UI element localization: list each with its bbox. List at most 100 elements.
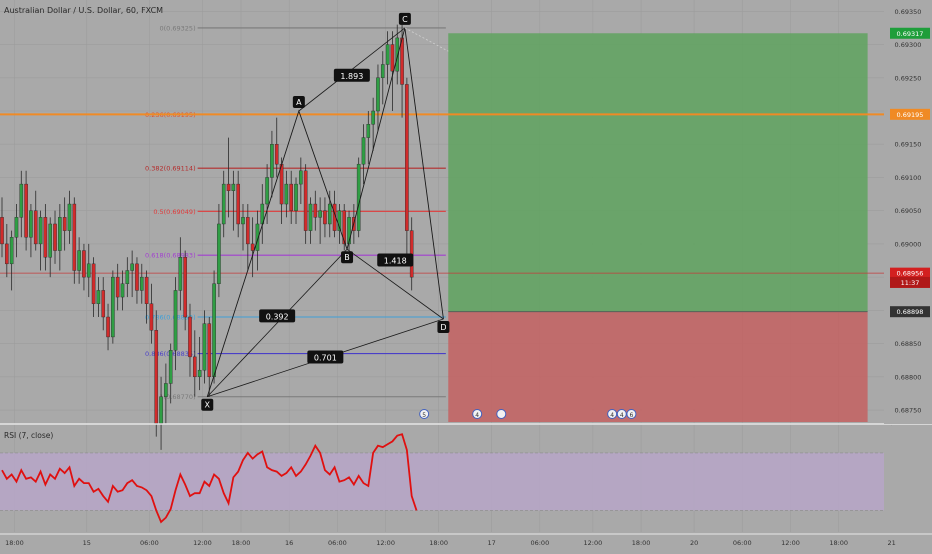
ratio-label: 1.893 <box>340 72 363 81</box>
candle-body <box>241 217 245 225</box>
candle-body <box>82 250 86 278</box>
candle-body <box>212 283 216 378</box>
time-axis[interactable]: 18:00 15 06:00 12:00 18:00 16 06:00 12:00 18:00 1… <box>0 533 932 550</box>
candle-body <box>48 223 52 258</box>
rsi-line <box>1 433 418 524</box>
candle-body <box>279 163 284 205</box>
price-tick-label: 0.68800 <box>895 373 922 381</box>
candle-body <box>5 243 9 265</box>
price-badge-label: 0.68956 <box>897 270 924 278</box>
time-tick-label: 18:00 <box>632 539 651 547</box>
candle-body <box>236 183 240 225</box>
horizontal-levels[interactable] <box>0 113 884 274</box>
symbol-title[interactable]: Australian Dollar / U.S. Dollar, 60, FXC… <box>4 6 163 15</box>
candle-body <box>125 270 130 284</box>
time-tick-label: 12:00 <box>583 539 602 547</box>
candle-body <box>9 237 14 265</box>
candle-body <box>53 223 57 251</box>
candle-body <box>149 303 154 331</box>
projection-dash <box>404 27 449 52</box>
time-tick-label: 12:00 <box>193 539 212 547</box>
ratio-label: 1.418 <box>384 257 407 266</box>
price-badge <box>890 27 930 39</box>
price-axis[interactable]: 0.693500.693000.692500.692000.691500.691… <box>884 0 932 532</box>
rsi-label: RSI (7, close) <box>4 431 53 440</box>
price-badge <box>890 306 930 318</box>
harmonic-pattern[interactable]: 1.893 1.418 0.392 0.701 X A B C D <box>201 12 450 411</box>
price-tick-label: 0.69250 <box>895 74 922 82</box>
pattern-point-label: A <box>296 98 302 107</box>
candle-body <box>77 250 81 271</box>
candle-body <box>337 210 342 231</box>
fib-level-label: 1(0.68770) <box>160 393 196 401</box>
time-tick-label: 06:00 <box>733 539 752 547</box>
candle-body <box>43 217 48 258</box>
event-flag-icon <box>616 409 627 419</box>
pattern-point-label: D <box>440 323 446 332</box>
candle-body <box>115 276 120 298</box>
pattern-point-box <box>437 320 450 333</box>
candle-body <box>395 37 400 72</box>
event-count: 6 <box>630 412 634 419</box>
candle-body <box>91 263 96 304</box>
candle-body <box>19 183 24 218</box>
candle-body <box>327 203 332 225</box>
pattern-point-box <box>201 398 214 411</box>
position-tool[interactable] <box>448 33 868 422</box>
candle-body <box>29 210 33 238</box>
profit-zone <box>448 33 868 312</box>
candle-body <box>0 217 4 245</box>
price-badge <box>890 267 930 279</box>
price-tick-label: 0.69350 <box>895 8 922 16</box>
price-tick-label: 0.69000 <box>895 240 922 248</box>
time-tick-label: 16 <box>285 539 293 547</box>
price-badge-label: 0.69195 <box>897 111 924 119</box>
pattern-point-box <box>292 96 305 109</box>
candle-body <box>197 369 202 378</box>
time-axis-background <box>0 534 932 550</box>
time-tick-label: 18:00 <box>429 539 448 547</box>
candle-body <box>294 183 298 211</box>
candle-body <box>130 263 134 271</box>
time-tick-label: 12:00 <box>781 539 800 547</box>
event-flag-icon <box>472 409 483 419</box>
candle-body <box>24 183 28 238</box>
time-tick-label: 18:00 <box>232 539 251 547</box>
candle-body <box>255 223 260 251</box>
candle-body <box>250 243 255 251</box>
ratio-box <box>307 350 344 364</box>
candle-body <box>308 203 313 231</box>
time-tick-label: 18:00 <box>829 539 848 547</box>
candle-body <box>289 183 294 211</box>
candle-body <box>14 217 19 238</box>
candle-body <box>380 64 385 78</box>
candle-body <box>159 396 163 424</box>
candle-body <box>111 276 115 338</box>
fib-level-label: 0(0.69325) <box>160 24 196 32</box>
candle-body <box>135 263 139 291</box>
fib-level-label: 0.5(0.69049) <box>153 208 195 216</box>
pattern-diagonal <box>346 248 444 320</box>
fib-level-label: 0.382(0.69114) <box>145 165 196 173</box>
candle-body <box>183 256 187 318</box>
event-flag-icon <box>607 409 618 419</box>
pattern-point-box <box>398 12 411 25</box>
candle-body <box>192 356 197 378</box>
candle-body <box>284 183 289 205</box>
candle-body <box>303 170 308 231</box>
ratio-label: 0.392 <box>266 312 289 321</box>
candle-body <box>58 217 62 251</box>
candle-body <box>139 276 144 291</box>
candle-body <box>376 77 380 112</box>
price-badge <box>890 276 930 288</box>
candle-body <box>67 203 72 231</box>
candle-body <box>400 37 404 85</box>
time-tick-label: 18:00 <box>5 539 24 547</box>
pattern-point-label: C <box>402 15 408 24</box>
candle-body <box>178 256 183 291</box>
candle-body <box>164 383 168 397</box>
candle-body <box>347 217 351 245</box>
